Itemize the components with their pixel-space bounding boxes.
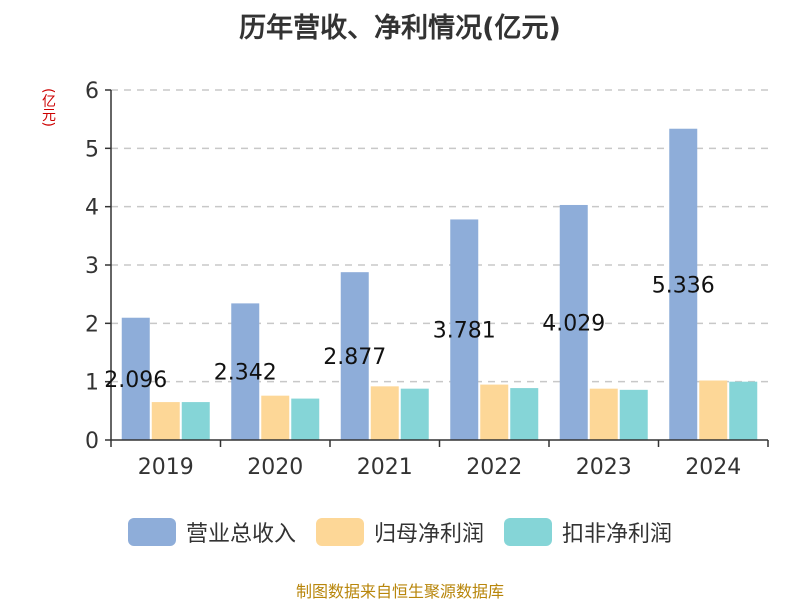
x-tick-label: 2023 [576, 455, 632, 480]
x-tick-label: 2022 [466, 455, 522, 480]
bar [370, 386, 399, 440]
data-label: 5.336 [652, 273, 715, 298]
legend-item-revenue[interactable]: 营业总收入 [127, 516, 296, 548]
x-tick-label: 2019 [138, 455, 194, 480]
bar [589, 388, 618, 440]
bar [619, 389, 648, 440]
bar [181, 402, 210, 440]
data-label: 2.877 [323, 345, 386, 370]
y-tick-label: 5 [85, 137, 99, 162]
bar [261, 395, 290, 440]
bar [510, 388, 539, 440]
y-tick-label: 6 [85, 79, 99, 104]
legend-swatch-deducted-net-profit [504, 518, 552, 546]
data-label: 3.781 [433, 319, 496, 344]
bar [291, 398, 320, 440]
bar [480, 384, 509, 440]
y-tick-label: 4 [85, 196, 99, 221]
bar [559, 204, 588, 440]
y-tick-label: 0 [85, 429, 99, 454]
bar [669, 128, 698, 440]
legend-item-deducted-net-profit[interactable]: 扣非净利润 [504, 516, 672, 548]
legend-label-net-profit: 归母净利润 [373, 522, 484, 547]
bar [231, 303, 260, 440]
bar [699, 380, 728, 440]
x-tick-label: 2020 [247, 455, 303, 480]
bar [151, 402, 180, 440]
legend-swatch-net-profit [315, 518, 364, 546]
legend-swatch-revenue [127, 518, 176, 546]
x-tick-label: 2021 [357, 455, 413, 480]
legend-label-revenue: 营业总收入 [185, 522, 296, 547]
data-label: 2.096 [104, 368, 167, 393]
data-label: 4.029 [542, 311, 605, 336]
chart-title: 历年营收、净利情况(亿元) [239, 13, 561, 44]
x-tick-label: 2024 [685, 455, 741, 480]
y-tick-label: 2 [85, 312, 99, 337]
data-label: 2.342 [214, 361, 277, 386]
y-tick-label: 3 [85, 254, 99, 279]
y-tick-label: 1 [85, 371, 99, 396]
bar [340, 272, 369, 440]
legend: 营业总收入 归母净利润 扣非净利润 [0, 516, 800, 548]
legend-item-net-profit[interactable]: 归母净利润 [315, 516, 484, 548]
bar [450, 219, 479, 440]
y-axis-unit-label: (亿元) [40, 88, 56, 127]
source-footer: 制图数据来自恒生聚源数据库 [295, 582, 504, 601]
legend-label-deducted-net-profit: 扣非净利润 [562, 522, 673, 547]
bar [400, 388, 429, 440]
bar [729, 381, 758, 440]
bar [121, 317, 150, 440]
